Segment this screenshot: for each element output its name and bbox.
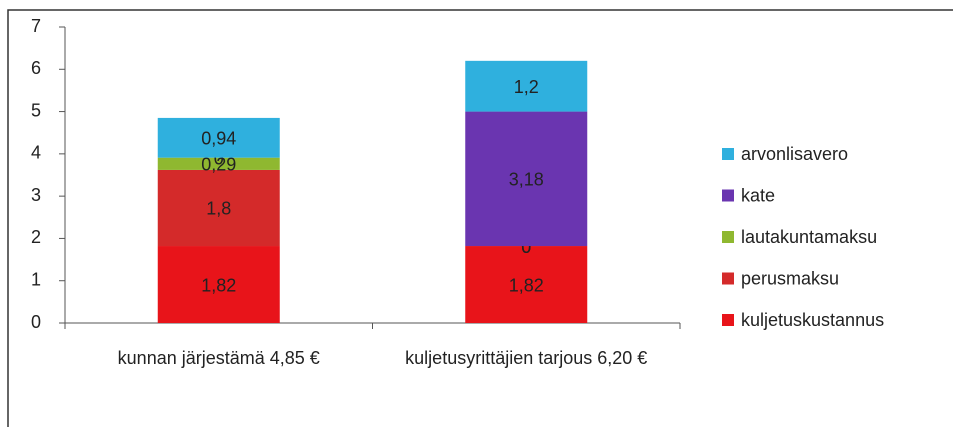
chart-border	[7, 9, 953, 427]
data-label: 1,8	[206, 199, 231, 219]
bar-segment	[157, 246, 280, 323]
data-label: 0	[521, 237, 531, 257]
y-tick-label: 7	[31, 16, 41, 36]
data-label: 0	[214, 148, 224, 168]
bar-segment	[465, 111, 588, 247]
bar-segment	[157, 169, 280, 247]
data-label: 1,2	[514, 77, 539, 97]
data-label: 1,82	[201, 275, 236, 295]
y-tick-label: 0	[31, 312, 41, 332]
bar-segment	[465, 60, 588, 112]
y-tick-label: 3	[31, 185, 41, 205]
data-label: 0,94	[201, 129, 236, 149]
legend-swatch	[722, 272, 734, 285]
legend-swatch	[722, 189, 734, 202]
legend-label: lautakuntamaksu	[741, 227, 877, 247]
x-tick-label: kuljetusyrittäjien tarjous 6,20 €	[405, 348, 648, 368]
x-tick-label: kunnan järjestämä 4,85 €	[117, 348, 320, 368]
data-label: 3,18	[509, 170, 544, 190]
y-tick-label: 2	[31, 227, 41, 247]
legend-swatch	[722, 148, 734, 160]
y-tick-label: 4	[31, 143, 41, 163]
legend-label: arvonlisavero	[741, 144, 848, 164]
y-tick-label: 1	[31, 269, 41, 289]
bar-segment	[157, 117, 280, 158]
legend-label: perusmaksu	[741, 268, 839, 288]
data-label: 1,82	[509, 275, 544, 295]
legend-swatch	[722, 314, 734, 326]
bar-segment	[465, 246, 588, 323]
legend-label: kate	[741, 185, 775, 205]
y-tick-label: 6	[31, 58, 41, 78]
data-label: 0,29	[201, 155, 236, 175]
legend-label: kuljetuskustannus	[741, 310, 884, 330]
data-label: 0	[521, 237, 531, 257]
legend-swatch	[722, 231, 734, 243]
bar-segment	[157, 157, 280, 170]
y-tick-label: 5	[31, 100, 41, 120]
